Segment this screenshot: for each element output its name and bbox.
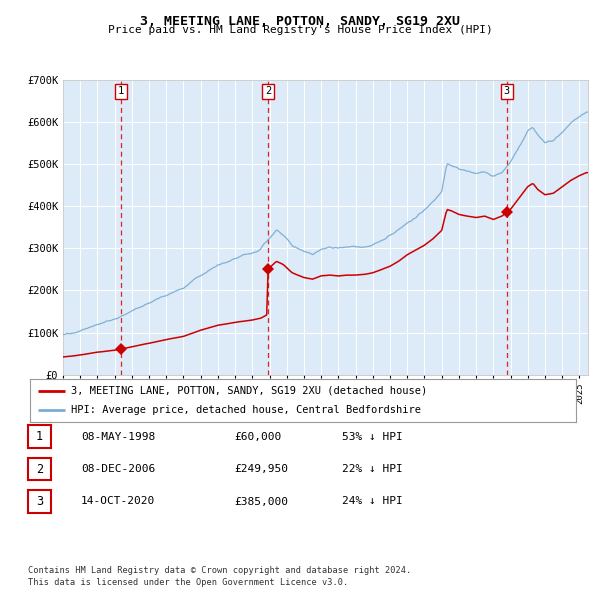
Text: 3, MEETING LANE, POTTON, SANDY, SG19 2XU (detached house): 3, MEETING LANE, POTTON, SANDY, SG19 2XU… xyxy=(71,386,427,396)
Text: £60,000: £60,000 xyxy=(234,432,281,441)
Text: 24% ↓ HPI: 24% ↓ HPI xyxy=(342,497,403,506)
Text: 08-MAY-1998: 08-MAY-1998 xyxy=(81,432,155,441)
Text: 2: 2 xyxy=(36,463,43,476)
Text: 53% ↓ HPI: 53% ↓ HPI xyxy=(342,432,403,441)
Text: 14-OCT-2020: 14-OCT-2020 xyxy=(81,497,155,506)
Text: Price paid vs. HM Land Registry's House Price Index (HPI): Price paid vs. HM Land Registry's House … xyxy=(107,25,493,35)
Text: HPI: Average price, detached house, Central Bedfordshire: HPI: Average price, detached house, Cent… xyxy=(71,405,421,415)
Text: £385,000: £385,000 xyxy=(234,497,288,506)
Text: 08-DEC-2006: 08-DEC-2006 xyxy=(81,464,155,474)
Text: 1: 1 xyxy=(118,87,124,96)
Text: 22% ↓ HPI: 22% ↓ HPI xyxy=(342,464,403,474)
Text: 3: 3 xyxy=(36,495,43,508)
Text: £249,950: £249,950 xyxy=(234,464,288,474)
Text: Contains HM Land Registry data © Crown copyright and database right 2024.
This d: Contains HM Land Registry data © Crown c… xyxy=(28,566,412,587)
Text: 2: 2 xyxy=(265,87,271,96)
Text: 1: 1 xyxy=(36,430,43,443)
Text: 3, MEETING LANE, POTTON, SANDY, SG19 2XU: 3, MEETING LANE, POTTON, SANDY, SG19 2XU xyxy=(140,15,460,28)
Text: 3: 3 xyxy=(504,87,510,96)
